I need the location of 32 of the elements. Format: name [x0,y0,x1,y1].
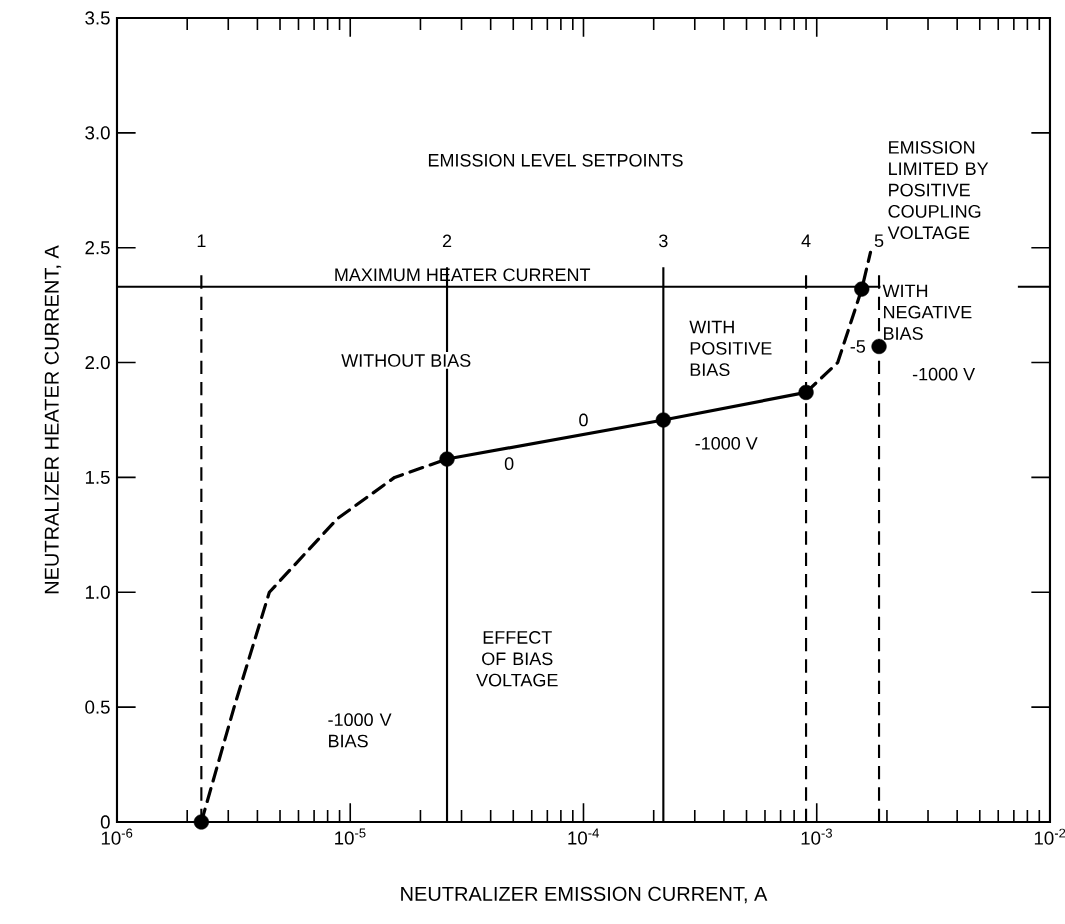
y-tick-label: 2.5 [85,241,110,255]
y-tick-label: 2.0 [85,355,110,370]
x-tick-label: 10$^{-3}$ [801,828,833,845]
annotation: 2 [442,234,452,248]
annotation: 4 [801,234,811,247]
x-tick-label: 10$^{-5}$ [335,828,366,845]
annotation: EFFECT OF BIAS VOLTAGE [476,631,558,687]
x-tick-label: 10$^{-2}$ [1034,828,1065,845]
y-tick-label: 1.0 [85,585,110,599]
annotation: EMISSION LIMITED BY POSITIVE COUPLING VOLTAGE [887,141,989,240]
y-axis-title: NEUTRALIZER HEATER CURRENT, A [44,245,62,594]
x-tick-label: 10$^{-6}$ [101,828,133,845]
annotation: WITHOUT BIAS [341,354,471,367]
y-tick-label: 0 [100,815,110,829]
x-tick-label: 10$^{-4}$ [568,828,599,845]
annotation: EMISSION LEVEL SETPOINTS [428,153,683,167]
annotation: 0 [504,457,514,470]
y-tick-label: 1.5 [85,470,110,484]
annotation: 1 [197,234,206,247]
annotation: 0 [579,413,588,427]
annotation: -5 [850,340,866,353]
annotation: WITH NEGATIVE BIAS [882,284,972,340]
annotation: -1000 V BIAS [328,713,392,748]
annotation: -1000 V [695,436,758,450]
y-tick-label: 0.5 [85,700,110,714]
y-tick-label: 3.0 [85,126,110,140]
annotation: -1000 V [912,367,976,381]
y-tick-label: 3.5 [85,11,110,25]
annotation: 3 [659,234,668,248]
annotation: WITH POSITIVE BIAS [689,320,772,377]
x-axis-title: NEUTRALIZER EMISSION CURRENT, A [401,886,768,904]
annotation: 5 [874,234,884,248]
